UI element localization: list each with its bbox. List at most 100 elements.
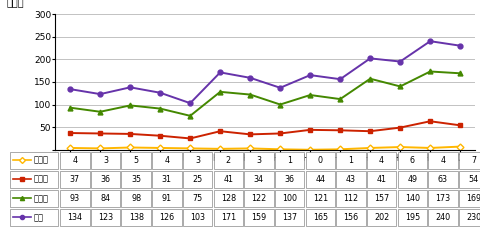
Text: 5: 5 (133, 156, 139, 165)
Bar (60, 171, 90, 188)
Bar (367, 190, 396, 207)
Text: 230: 230 (466, 213, 480, 222)
Text: 122: 122 (252, 194, 266, 203)
Text: 0: 0 (318, 156, 323, 165)
Text: 36: 36 (285, 175, 295, 184)
Text: 103: 103 (190, 213, 205, 222)
Text: 4: 4 (441, 156, 445, 165)
Text: 195: 195 (405, 213, 420, 222)
Bar (121, 171, 151, 188)
Bar (428, 152, 458, 169)
Text: 138: 138 (129, 213, 144, 222)
Text: 240: 240 (435, 213, 451, 222)
Bar (336, 190, 366, 207)
Text: 2: 2 (226, 156, 231, 165)
Text: 43: 43 (346, 175, 356, 184)
Bar (306, 152, 335, 169)
Bar (336, 171, 366, 188)
Bar (91, 209, 120, 226)
Text: 159: 159 (252, 213, 266, 222)
Bar (428, 209, 458, 226)
Bar (275, 171, 304, 188)
Bar (91, 171, 120, 188)
Text: 54: 54 (468, 175, 479, 184)
Bar (367, 209, 396, 226)
Text: 123: 123 (98, 213, 113, 222)
Text: 4: 4 (164, 156, 169, 165)
Text: 総数: 総数 (34, 213, 44, 222)
Bar (214, 209, 243, 226)
Text: 7: 7 (471, 156, 476, 165)
Text: 126: 126 (159, 213, 174, 222)
Text: 44: 44 (315, 175, 325, 184)
Bar (214, 171, 243, 188)
Text: （人）: （人） (7, 0, 24, 7)
Text: 140: 140 (405, 194, 420, 203)
Text: 121: 121 (312, 194, 328, 203)
Bar (152, 152, 181, 169)
Bar (459, 190, 480, 207)
Text: 小学生: 小学生 (34, 156, 49, 165)
Bar (367, 171, 396, 188)
Bar (275, 190, 304, 207)
Bar (60, 209, 90, 226)
Text: 34: 34 (254, 175, 264, 184)
Text: 137: 137 (282, 213, 297, 222)
Bar (428, 190, 458, 207)
Bar (397, 209, 427, 226)
Bar (60, 190, 90, 207)
Text: 中学生: 中学生 (34, 175, 49, 184)
Text: 41: 41 (223, 175, 233, 184)
Bar (152, 171, 181, 188)
Text: 63: 63 (438, 175, 448, 184)
Bar (152, 209, 181, 226)
Bar (183, 171, 212, 188)
Text: 35: 35 (131, 175, 141, 184)
Text: 157: 157 (374, 194, 389, 203)
Text: 202: 202 (374, 213, 389, 222)
Text: 171: 171 (221, 213, 236, 222)
Text: 93: 93 (70, 194, 80, 203)
Text: 4: 4 (379, 156, 384, 165)
Bar (306, 190, 335, 207)
Bar (121, 152, 151, 169)
Text: 98: 98 (131, 194, 141, 203)
Text: 25: 25 (192, 175, 203, 184)
Text: 49: 49 (407, 175, 417, 184)
Bar (428, 171, 458, 188)
Bar (121, 190, 151, 207)
Bar (91, 190, 120, 207)
Text: 41: 41 (377, 175, 386, 184)
Bar (336, 209, 366, 226)
Bar (91, 152, 120, 169)
Bar (397, 171, 427, 188)
Text: 169: 169 (466, 194, 480, 203)
Bar (459, 152, 480, 169)
Bar (214, 152, 243, 169)
Text: 3: 3 (256, 156, 262, 165)
Text: 36: 36 (100, 175, 110, 184)
Bar (152, 190, 181, 207)
Bar (244, 209, 274, 226)
Bar (244, 171, 274, 188)
Text: 3: 3 (103, 156, 108, 165)
Bar (60, 152, 90, 169)
Bar (214, 190, 243, 207)
Text: 156: 156 (343, 213, 359, 222)
Text: 6: 6 (410, 156, 415, 165)
Bar (121, 209, 151, 226)
Bar (306, 209, 335, 226)
Bar (306, 171, 335, 188)
Text: 134: 134 (67, 213, 83, 222)
Bar (459, 209, 480, 226)
Text: 3: 3 (195, 156, 200, 165)
Bar (183, 190, 212, 207)
Text: 高校生: 高校生 (34, 194, 49, 203)
Text: 112: 112 (343, 194, 359, 203)
Text: 75: 75 (192, 194, 203, 203)
Bar (367, 152, 396, 169)
Text: 31: 31 (162, 175, 172, 184)
Bar (244, 152, 274, 169)
Text: 128: 128 (221, 194, 236, 203)
Bar (459, 171, 480, 188)
